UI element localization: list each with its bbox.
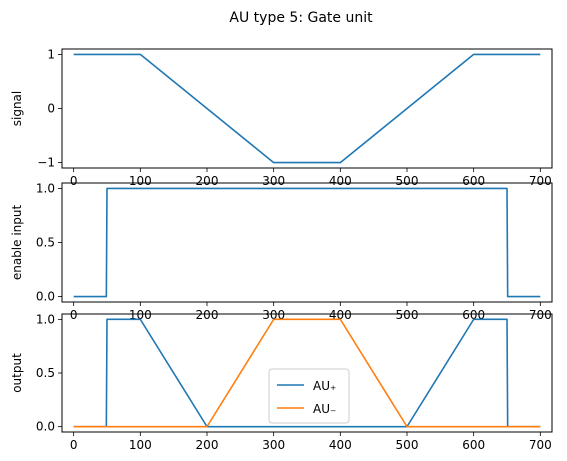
legend: AU₊ AU₋ <box>268 368 350 424</box>
y-tick-label: 0.0 <box>36 290 55 304</box>
y-tick-label: 0.5 <box>36 366 55 380</box>
legend-entry-label: AU₋ <box>313 402 336 416</box>
series-line-1 <box>73 53 541 164</box>
y-tick-label: 0.5 <box>36 236 55 250</box>
x-tick-label: 200 <box>196 308 219 322</box>
x-tick-label: 100 <box>129 308 152 322</box>
x-tick-label: 600 <box>462 308 485 322</box>
x-tick-label: 400 <box>329 174 352 188</box>
y-tick-label: 1.0 <box>36 181 55 195</box>
y-tick-label: 1 <box>47 47 55 61</box>
x-tick-label: 400 <box>329 438 352 452</box>
axes-2: 0 100 200 300 400 500 600 700 0.0 0.5 1.0 enable in… <box>10 181 553 322</box>
series-line-1 <box>73 187 541 298</box>
x-tick-label: 0 <box>70 308 78 322</box>
axes-3: 0 100 200 300 400 500 600 700 0.0 0.5 1.0 output AU₊… <box>10 312 553 452</box>
x-tick-label: 600 <box>462 438 485 452</box>
x-tick-label: 700 <box>529 174 552 188</box>
x-tick-label: 700 <box>529 308 552 322</box>
series-line-au-minus <box>73 318 541 428</box>
x-tick-label: 500 <box>396 174 419 188</box>
x-tick-label: 200 <box>196 174 219 188</box>
axes-layer: 0 100 200 300 400 500 600 700 −1 0 1 signal 0 100 200 3… <box>10 47 553 452</box>
x-tick-label: 0 <box>70 174 78 188</box>
x-tick-label: 500 <box>396 438 419 452</box>
figure-title: AU type 5: Gate unit <box>229 10 373 26</box>
x-tick-label: 600 <box>462 174 485 188</box>
y-tick-label: −1 <box>37 156 55 170</box>
x-tick-label: 100 <box>129 174 152 188</box>
x-tick-label: 200 <box>196 438 219 452</box>
axes-frame <box>61 48 553 169</box>
series-line-au-plus <box>73 318 541 428</box>
x-tick-label: 100 <box>129 438 152 452</box>
y-axis-label: enable input <box>10 205 24 281</box>
axes-1: 0 100 200 300 400 500 600 700 −1 0 1 signal <box>10 47 553 188</box>
y-tick-label: 0.0 <box>36 420 55 434</box>
x-tick-label: 300 <box>262 308 285 322</box>
x-tick-label: 500 <box>396 308 419 322</box>
x-tick-label: 0 <box>70 438 78 452</box>
y-tick-label: 0 <box>47 102 55 116</box>
y-axis-label: output <box>10 353 24 393</box>
x-tick-label: 300 <box>262 438 285 452</box>
y-axis-label: signal <box>10 91 24 127</box>
x-tick-label: 700 <box>529 438 552 452</box>
x-tick-label: 400 <box>329 308 352 322</box>
x-tick-label: 300 <box>262 174 285 188</box>
y-tick-label: 1.0 <box>36 312 55 326</box>
legend-entry-label: AU₊ <box>313 379 336 393</box>
axes-frame <box>61 182 553 303</box>
legend-box <box>268 368 350 424</box>
